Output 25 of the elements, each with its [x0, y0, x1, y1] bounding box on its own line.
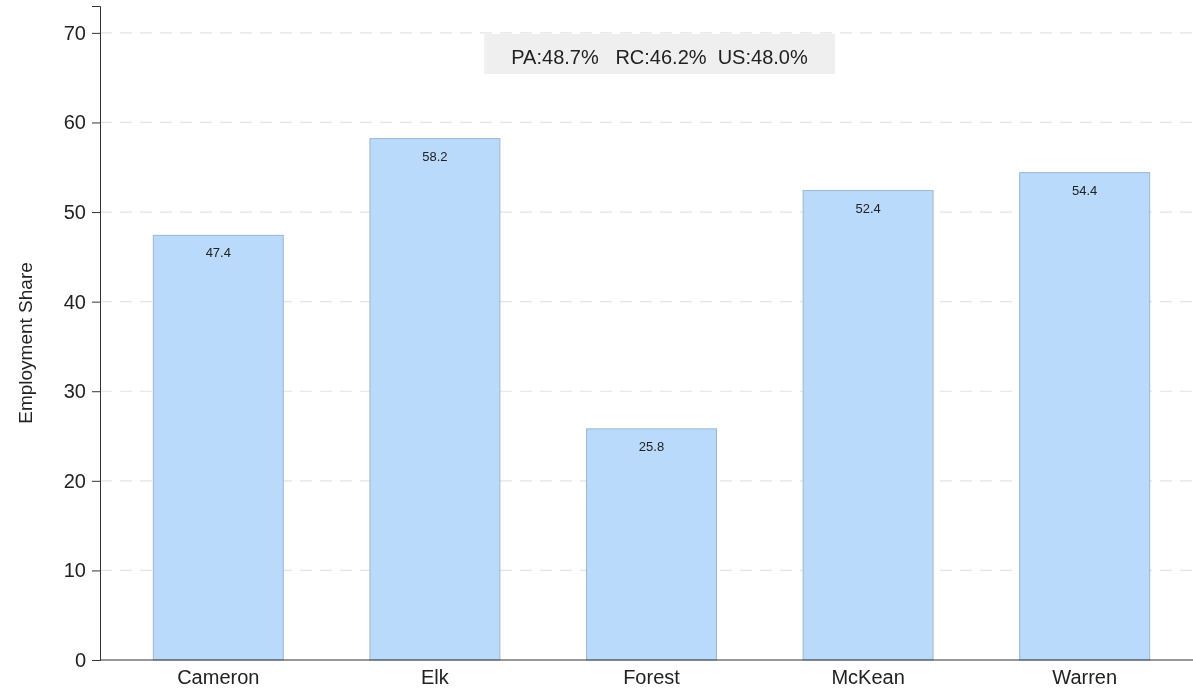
y-tick-label: 50 — [63, 200, 86, 223]
y-tick-label: 70 — [63, 21, 86, 44]
y-tick-label: 10 — [63, 559, 86, 582]
data-label: 47.4 — [205, 245, 231, 261]
y-tick-label: 40 — [63, 290, 86, 313]
x-tick-label: Warren — [1052, 666, 1118, 689]
bar — [802, 190, 934, 661]
y-tick-label: 0 — [74, 648, 86, 671]
y-axis-title: Employment Share — [15, 262, 36, 424]
x-tick-label: McKean — [831, 666, 905, 689]
y-tick-label: 30 — [63, 380, 86, 403]
x-tick-label: Cameron — [177, 666, 260, 689]
bar — [152, 234, 284, 661]
data-label: 25.8 — [638, 438, 665, 454]
data-label: 52.4 — [855, 200, 881, 216]
x-tick-label: Forest — [623, 666, 681, 689]
bar — [586, 428, 717, 661]
y-tick-label: 60 — [63, 111, 86, 134]
x-tick-label: Elk — [421, 666, 450, 689]
y-tick-label: 20 — [63, 469, 86, 492]
data-label: 58.2 — [422, 148, 448, 164]
bar — [369, 138, 501, 661]
data-label: 54.4 — [1072, 182, 1098, 198]
annotation: PA:48.7% RC:46.2% US:48.0% — [511, 46, 808, 68]
bar — [1019, 172, 1151, 661]
